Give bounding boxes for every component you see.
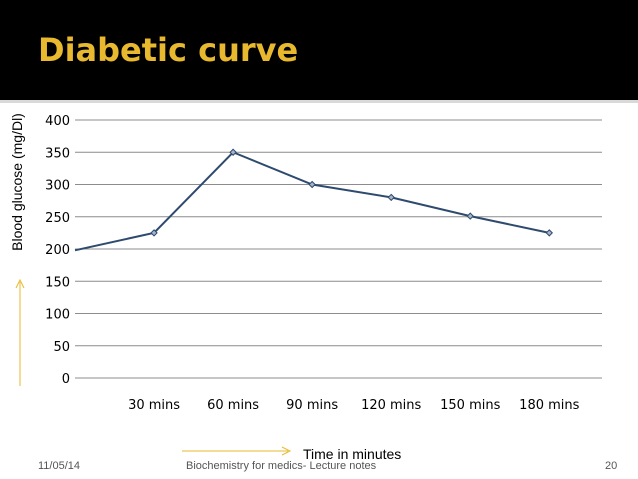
title-bar: [0, 0, 638, 100]
x-tick-label: 150 mins: [440, 398, 500, 413]
y-tick-label: 350: [45, 146, 70, 161]
x-axis-label: Time in minutes: [303, 446, 402, 462]
x-tick-label: 30 mins: [128, 398, 180, 413]
title-divider: [0, 100, 638, 103]
y-tick-label: 50: [53, 340, 70, 355]
x-tick-label: 60 mins: [207, 398, 259, 413]
data-point: [308, 180, 316, 189]
right-arrow-head: [281, 446, 292, 456]
y-tick-label: 200: [45, 243, 70, 258]
y-tick-label: 400: [45, 114, 70, 129]
data-point: [387, 193, 395, 202]
y-tick-label: 300: [45, 179, 70, 194]
y-tick-label: 250: [45, 211, 70, 226]
slide-title: Diabetic curve: [38, 31, 299, 69]
footer-caption: Biochemistry for medics- Lecture notes: [186, 460, 377, 472]
up-arrow-head: [15, 278, 25, 289]
footer-date: 11/05/14: [38, 460, 81, 472]
y-tick-label: 150: [45, 275, 70, 290]
y-tick-label: 0: [62, 372, 70, 387]
y-tick-label: 100: [45, 308, 70, 323]
data-point: [466, 212, 474, 220]
x-tick-label: 90 mins: [286, 398, 338, 413]
y-axis-label: Blood glucose (mg/Dl): [9, 113, 25, 251]
x-tick-label: 180 mins: [519, 398, 579, 413]
page-number: 20: [605, 460, 618, 472]
data-point: [150, 229, 158, 237]
series-line: [74, 151, 550, 252]
x-tick-label: 120 mins: [361, 398, 421, 413]
data-point: [229, 148, 237, 156]
data-point: [545, 229, 554, 237]
